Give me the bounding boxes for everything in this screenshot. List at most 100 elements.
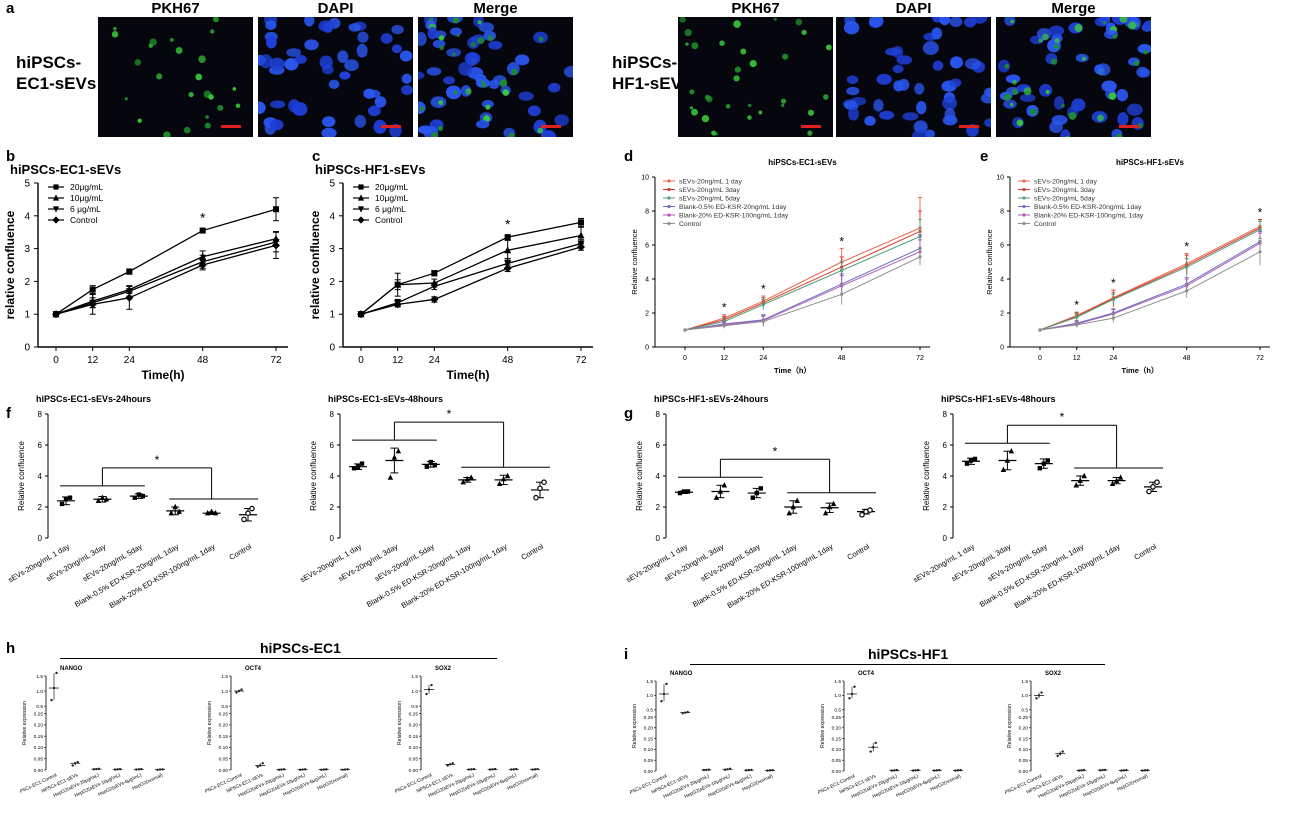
marker-triangle-up (504, 246, 512, 254)
nucleus (949, 17, 963, 28)
chart-title: NANGO (60, 666, 83, 672)
data-point (850, 692, 854, 696)
nucleus (1126, 103, 1143, 116)
chart-title: hiPSCs-HF1-sEVs (1116, 158, 1185, 167)
marker-circle (533, 494, 539, 501)
group-3 (784, 497, 803, 516)
channel-title-merge-ec1: Merge (473, 0, 518, 17)
group-5 (857, 507, 875, 518)
vesicle (111, 31, 119, 38)
data-point (470, 768, 473, 771)
y-tick-label: 1.5 (411, 674, 418, 680)
data-point (686, 710, 689, 714)
nucleus (269, 119, 284, 131)
marker-triangle-up (95, 497, 102, 503)
chart-i-sox2: SOX2 0.00 0.05 0.10 0.15 0.20 0.25 0.5 1.0 1.5 Rel… (1000, 665, 1185, 813)
x-tick-label: 24 (124, 355, 136, 366)
nucleus (1143, 20, 1151, 30)
micrograph-image (111, 17, 241, 137)
marker-diamond (198, 261, 207, 269)
vesicle (156, 73, 163, 80)
x-tick-label: 48 (838, 355, 846, 362)
marker-diamond (357, 216, 365, 224)
y-tick-label: 0 (329, 343, 335, 354)
group-3 (910, 768, 921, 772)
nucleus (998, 59, 1010, 73)
nucleus (844, 17, 856, 26)
vesicle (502, 89, 510, 96)
marker-triangle-up (208, 508, 215, 514)
nucleus (373, 119, 387, 134)
micrograph-image (679, 17, 832, 136)
significance-star: * (447, 407, 452, 421)
marker-triangle-up (577, 231, 585, 239)
y-tick-label: 8 (1000, 209, 1004, 216)
nucleus (540, 130, 556, 137)
data-point (55, 671, 58, 675)
y-tick-label: 0.00 (34, 768, 44, 774)
x-axis-label: Time（h） (1122, 365, 1159, 375)
chart-title: NANGO (670, 671, 693, 677)
data-point (158, 768, 162, 771)
micrograph-image (843, 17, 991, 137)
marker-circle (867, 507, 873, 513)
vesicle (439, 45, 444, 50)
y-tick-label: 0.5 (646, 708, 653, 714)
data-point (1125, 768, 1128, 772)
group-1 (868, 741, 879, 753)
chart-title: SOX2 (1045, 671, 1062, 677)
nucleus (1003, 99, 1017, 109)
marker-triangle-up (721, 482, 728, 488)
vesicle (175, 47, 183, 54)
series-5 (1038, 237, 1262, 332)
marker-square (140, 493, 145, 499)
y-tick-label: 0.10 (832, 747, 842, 753)
y-tick-label: 6 (943, 441, 948, 450)
y-tick-label: 8 (645, 209, 649, 216)
data-point (728, 767, 732, 771)
data-point (298, 768, 302, 771)
chart-title: hiPSCs-HF1-sEVs-24hours (654, 394, 769, 404)
nucleus (321, 127, 337, 137)
series-1 (1038, 219, 1262, 332)
marker-triangle-up (500, 475, 507, 482)
data-point (1258, 250, 1262, 254)
marker-square (273, 206, 279, 213)
vesicle (807, 130, 813, 136)
y-tick-label: 0.20 (1019, 726, 1029, 732)
vesicle (1029, 108, 1037, 116)
vesicle (758, 110, 763, 115)
micro-hf1-merge (996, 17, 1151, 137)
nucleus (514, 54, 530, 66)
data-point (343, 768, 347, 771)
marker-triangle-up (1004, 457, 1011, 463)
y-tick-label: 0.25 (409, 711, 419, 717)
significance-star: * (200, 210, 206, 226)
vesicle (1112, 34, 1118, 39)
y-tick-label: 1.0 (221, 689, 228, 695)
marker-triangle-up (99, 494, 106, 500)
legend-label: Control (375, 215, 403, 225)
panel-label-i: i (624, 646, 629, 663)
y-tick-label: 1.5 (1021, 679, 1028, 685)
marker-triangle-up (794, 497, 800, 503)
expression-chart-svg: OCT4 0.00 0.05 0.10 0.15 0.20 0.250.5 1.0 1.5 Rel… (813, 671, 963, 800)
data-point (911, 769, 915, 772)
data-point (493, 767, 497, 771)
x-tick-label: 0 (53, 355, 59, 366)
group-2 (747, 486, 766, 500)
panel-label-b: b (6, 148, 16, 165)
y-tick-label: 0 (330, 534, 335, 543)
marker-circle (245, 510, 251, 517)
nucleus (478, 22, 495, 33)
group-2 (889, 768, 900, 772)
channel-title-pkh67-ec1: PKH67 (151, 0, 200, 17)
vesicle (1108, 92, 1117, 100)
vesicle (749, 60, 757, 68)
panel-label-f: f (6, 405, 11, 422)
significance-star: * (1258, 206, 1263, 220)
legend-marker (1022, 213, 1026, 217)
y-tick-label: 0.25 (832, 715, 842, 721)
group-title-hf1: hiPSCs-HF1 (868, 646, 949, 662)
nucleus (916, 100, 927, 115)
